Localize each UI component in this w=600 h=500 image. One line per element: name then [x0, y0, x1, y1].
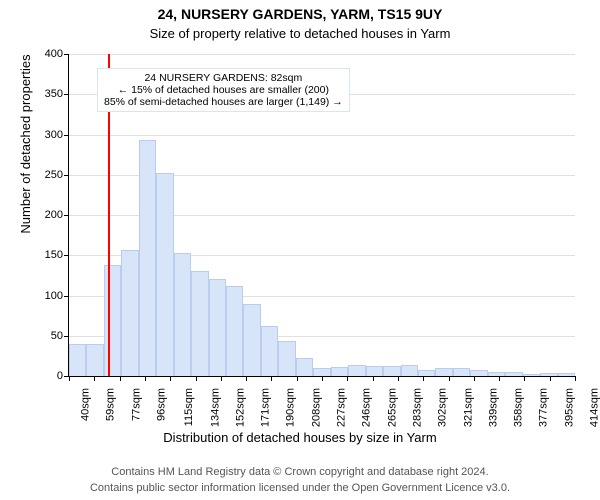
x-tick [575, 376, 576, 381]
plot-area: 05010015020025030035040040sqm59sqm77sqm9… [68, 54, 575, 377]
y-tick-label: 150 [45, 249, 63, 261]
x-tick-label: 358sqm [513, 388, 525, 427]
annotation-line-3: 85% of semi-detached houses are larger (… [104, 96, 343, 108]
histogram-bar [435, 368, 452, 376]
y-tick [64, 135, 69, 136]
x-tick [550, 376, 551, 381]
x-tick-label: 377sqm [538, 388, 550, 427]
x-tick-label: 302sqm [437, 388, 449, 427]
x-tick-label: 283sqm [411, 388, 423, 427]
footer-line-1: Contains HM Land Registry data © Crown c… [0, 466, 600, 478]
x-tick-label: 40sqm [80, 388, 92, 421]
histogram-bar [156, 173, 173, 376]
annotation-line-2: ← 15% of detached houses are smaller (20… [104, 84, 343, 96]
x-tick [398, 376, 399, 381]
annotation-box: 24 NURSERY GARDENS: 82sqm← 15% of detach… [97, 68, 350, 112]
histogram-bar [401, 365, 418, 376]
gridline [69, 135, 575, 136]
y-tick [64, 94, 69, 95]
x-tick [373, 376, 374, 381]
histogram-bar [209, 279, 226, 376]
y-tick-label: 50 [51, 330, 63, 342]
x-tick-label: 414sqm [589, 388, 600, 427]
histogram-bar [174, 253, 191, 376]
y-tick [64, 175, 69, 176]
x-tick-label: 208sqm [310, 388, 322, 427]
x-tick-label: 152sqm [234, 388, 246, 427]
x-tick-label: 59sqm [105, 388, 117, 421]
chart-subtitle: Size of property relative to detached ho… [0, 26, 600, 41]
histogram-bar [383, 366, 400, 376]
y-tick-label: 200 [45, 209, 63, 221]
y-axis-label: Number of detached properties [18, 0, 33, 305]
x-tick [423, 376, 424, 381]
histogram-bar [121, 250, 138, 376]
x-tick [221, 376, 222, 381]
x-axis-label: Distribution of detached houses by size … [0, 430, 600, 445]
x-tick-label: 227sqm [336, 388, 348, 427]
x-tick-label: 265sqm [386, 388, 398, 427]
histogram-bar [243, 304, 260, 376]
x-tick-label: 96sqm [155, 388, 167, 421]
x-tick [196, 376, 197, 381]
x-tick [69, 376, 70, 381]
y-tick-label: 400 [45, 48, 63, 60]
chart-container: { "title": "24, NURSERY GARDENS, YARM, T… [0, 0, 600, 500]
y-tick [64, 336, 69, 337]
x-tick [170, 376, 171, 381]
y-tick-label: 100 [45, 290, 63, 302]
histogram-bar [226, 286, 243, 376]
histogram-bar [558, 373, 575, 376]
gridline [69, 54, 575, 55]
histogram-bar [69, 344, 86, 376]
x-tick-label: 339sqm [487, 388, 499, 427]
y-tick-label: 250 [45, 169, 63, 181]
x-tick-label: 190sqm [285, 388, 297, 427]
histogram-bar [313, 368, 330, 376]
x-tick [271, 376, 272, 381]
histogram-bar [86, 344, 103, 376]
y-tick [64, 215, 69, 216]
y-tick-label: 0 [57, 370, 63, 382]
x-tick [246, 376, 247, 381]
histogram-bar [139, 140, 156, 376]
x-tick-label: 246sqm [361, 388, 373, 427]
y-tick [64, 255, 69, 256]
histogram-bar [331, 367, 348, 376]
x-tick [322, 376, 323, 381]
x-tick-label: 134sqm [209, 388, 221, 427]
x-tick-label: 77sqm [130, 388, 142, 421]
y-tick-label: 350 [45, 88, 63, 100]
y-tick-label: 300 [45, 129, 63, 141]
histogram-bar [278, 341, 295, 376]
chart-title: 24, NURSERY GARDENS, YARM, TS15 9UY [0, 6, 600, 22]
histogram-bar [191, 271, 208, 376]
x-tick [474, 376, 475, 381]
x-tick [499, 376, 500, 381]
histogram-bar [104, 265, 121, 376]
histogram-bar [366, 366, 383, 376]
histogram-bar [505, 372, 522, 376]
histogram-bar [348, 365, 365, 376]
y-tick [64, 54, 69, 55]
x-tick-label: 115sqm [183, 388, 195, 426]
histogram-bar [261, 326, 278, 376]
x-tick [94, 376, 95, 381]
x-tick [524, 376, 525, 381]
x-tick [449, 376, 450, 381]
histogram-bar [296, 358, 313, 376]
histogram-bar [453, 368, 470, 376]
x-tick-label: 321sqm [462, 388, 474, 427]
footer-line-2: Contains public sector information licen… [0, 482, 600, 494]
annotation-line-1: 24 NURSERY GARDENS: 82sqm [104, 72, 343, 84]
y-tick [64, 296, 69, 297]
x-tick [120, 376, 121, 381]
x-tick-label: 395sqm [563, 388, 575, 427]
x-tick [297, 376, 298, 381]
histogram-bar [488, 372, 505, 376]
x-tick [347, 376, 348, 381]
x-tick [145, 376, 146, 381]
x-tick-label: 171sqm [260, 388, 272, 427]
histogram-bar [418, 370, 435, 376]
